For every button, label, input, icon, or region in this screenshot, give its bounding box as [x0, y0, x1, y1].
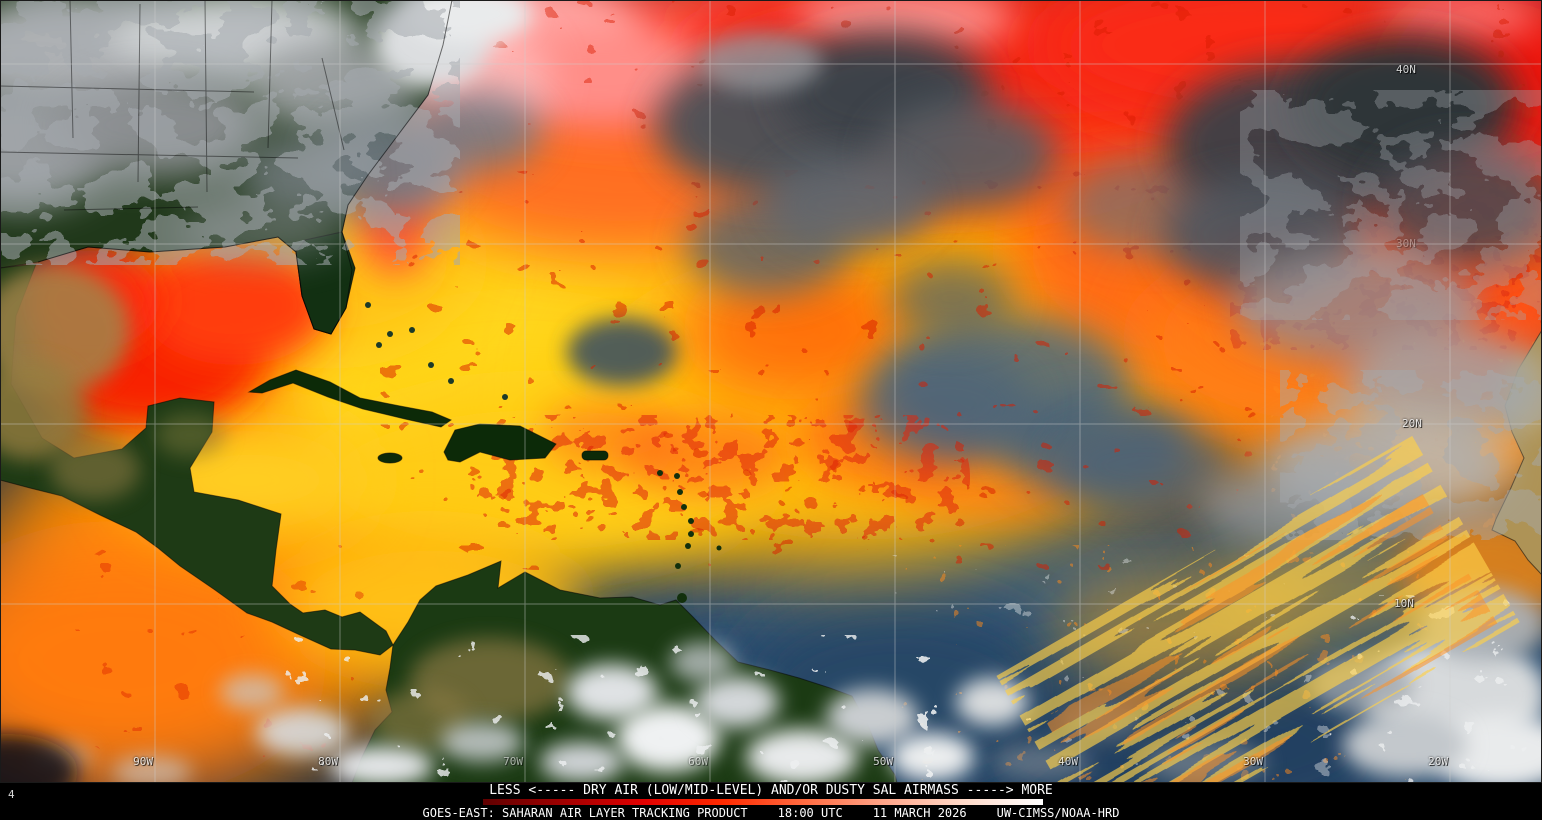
lesser-antilles: [657, 470, 722, 603]
jamaica: [377, 452, 403, 464]
legend-scale-text: LESS <----- DRY AIR (LOW/MID-LEVEL) AND/…: [489, 783, 1053, 798]
lon-label-70w: 70W: [503, 755, 523, 768]
satellite-map-canvas: [0, 0, 1542, 783]
cuba: [247, 369, 453, 428]
lon-label-50w: 50W: [873, 755, 893, 768]
lon-label-30w: 30W: [1243, 755, 1263, 768]
timestamp-utc: 18:00 UTC: [777, 806, 843, 820]
map-boundaries: [0, 0, 453, 335]
puerto-rico: [581, 450, 609, 461]
lon-label-60w: 60W: [688, 755, 708, 768]
lon-label-80w: 80W: [318, 755, 338, 768]
footer-caption: GOES-EAST: SAHARAN AIR LAYER TRACKING PR…: [0, 807, 1542, 820]
date-label: 11 MARCH 2026: [872, 806, 967, 820]
legend-color-gradient: [483, 799, 1043, 805]
legend-bar: 4 LESS <----- DRY AIR (LOW/MID-LEVEL) AN…: [0, 783, 1542, 820]
product-title: GOES-EAST: SAHARAN AIR LAYER TRACKING PR…: [422, 806, 748, 820]
satellite-map: 40N 30N 20N 10N 90W 80W 70W 60W 50W 40W …: [0, 0, 1542, 783]
bahamas: [365, 302, 508, 400]
lon-label-40w: 40W: [1058, 755, 1078, 768]
lon-label-90w: 90W: [133, 755, 153, 768]
state-borders: [0, 0, 345, 211]
lon-label-20w: 20W: [1428, 755, 1448, 768]
dust-filaments: [996, 435, 1520, 783]
frame-number: 4: [8, 788, 15, 801]
hispaniola: [443, 423, 557, 463]
lat-label-20n: 20N: [1402, 417, 1422, 430]
frame-corner-shadow: [0, 734, 78, 783]
credit-label: UW-CIMSS/NOAA-HRD: [996, 806, 1120, 820]
lat-label-30n: 30N: [1396, 237, 1416, 250]
graticule-lines: [0, 0, 1542, 783]
lat-label-40n: 40N: [1396, 63, 1416, 76]
lat-label-10n: 10N: [1394, 597, 1414, 610]
trinidad: [677, 593, 687, 603]
